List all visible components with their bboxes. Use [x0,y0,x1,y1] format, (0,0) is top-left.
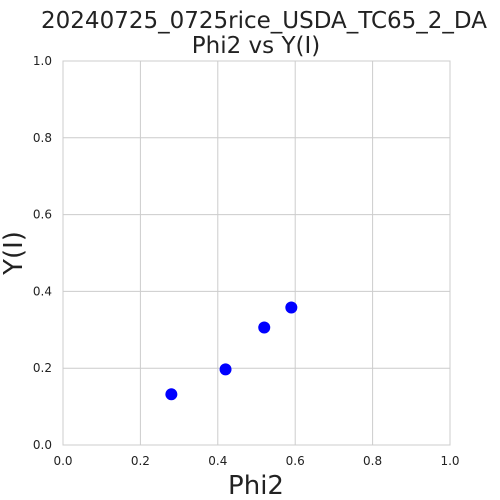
data-point [219,363,232,376]
y-tick-label: 1.0 [33,54,52,68]
x-axis-label: Phi2 [228,471,284,500]
y-tick-label: 0.6 [33,208,52,222]
y-tick-label: 0.4 [33,284,52,298]
data-point [258,321,271,334]
y-axis-ticks: 0.0 0.2 0.4 0.6 0.8 1.0 [33,54,52,452]
y-tick-label: 0.8 [33,131,52,145]
x-tick-label: 1.0 [440,454,459,468]
x-tick-label: 0.8 [363,454,382,468]
y-axis-label: Y(I) [0,231,29,276]
x-tick-label: 0.0 [53,454,72,468]
x-tick-label: 0.4 [208,454,227,468]
x-axis-ticks: 0.0 0.2 0.4 0.6 0.8 1.0 [53,454,459,468]
y-tick-label: 0.0 [33,438,52,452]
y-tick-label: 0.2 [33,361,52,375]
data-point [285,301,298,314]
chart-title: 20240725_0725rice_USDA_TC65_2_DA [41,8,487,34]
data-points [165,301,298,401]
data-point [165,388,178,401]
plot-frame [62,60,451,446]
chart-subtitle: Phi2 vs Y(I) [192,33,320,59]
grid [62,60,451,446]
x-tick-label: 0.6 [286,454,305,468]
x-tick-label: 0.2 [131,454,150,468]
